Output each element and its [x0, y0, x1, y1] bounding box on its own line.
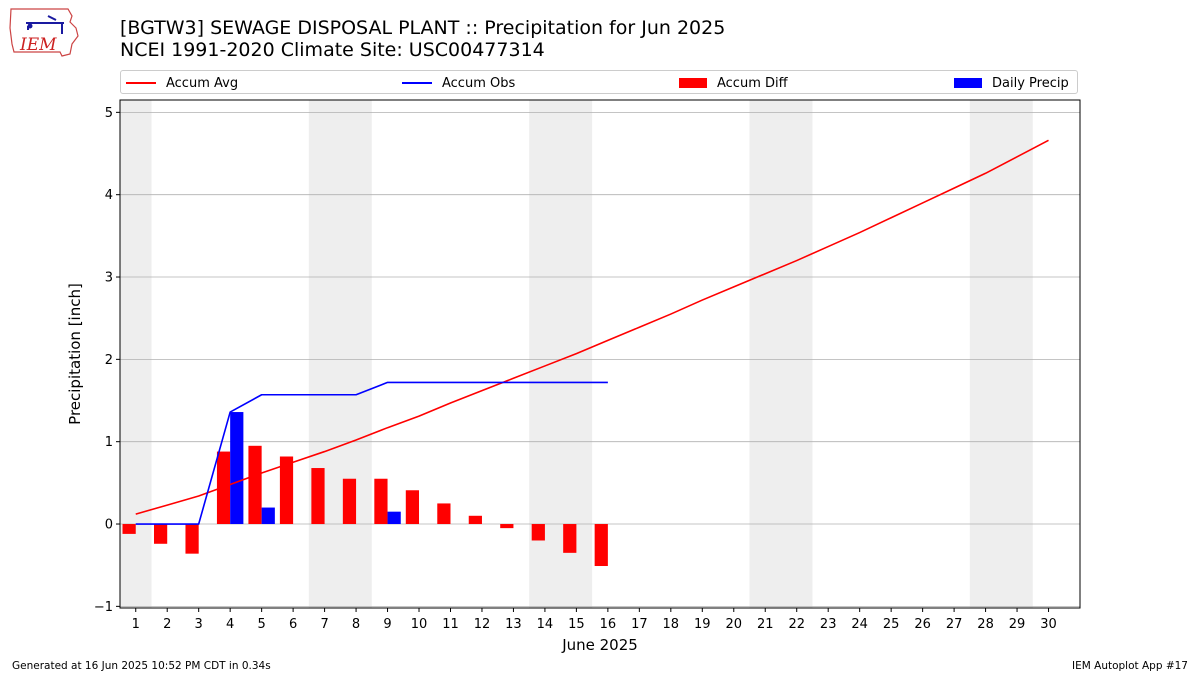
x-tick-label: 27: [946, 617, 963, 632]
x-tick-label: 26: [914, 617, 931, 632]
accum-diff-bar: [563, 524, 577, 553]
x-tick-label: 8: [352, 617, 360, 632]
chart-title: [BGTW3] SEWAGE DISPOSAL PLANT :: Precipi…: [120, 17, 726, 39]
accum-diff-bar: [122, 524, 136, 534]
x-tick-label: 22: [788, 617, 805, 632]
accum-diff-bar: [248, 445, 262, 525]
x-tick-label: 14: [537, 617, 554, 632]
x-tick-label: 17: [631, 617, 648, 632]
x-tick-label: 30: [1040, 617, 1057, 632]
weekend-band: [529, 100, 593, 608]
accum-obs-line: [135, 381, 608, 525]
legend-accum-obs: Accum Obs: [402, 74, 515, 92]
x-tick-label: 11: [442, 617, 459, 632]
legend-daily-precip-label: Daily Precip: [992, 75, 1069, 91]
legend-accum-avg-label: Accum Avg: [166, 75, 239, 91]
accum-diff-bar: [216, 451, 231, 525]
x-tick-label: 13: [505, 617, 522, 632]
x-tick-label: 29: [1009, 617, 1026, 632]
iowa-state-outline: [9, 8, 79, 57]
accum-diff-bar: [185, 524, 199, 554]
legend-accum-avg: Accum Avg: [126, 74, 238, 92]
plot-frame: [119, 99, 1081, 609]
accum-diff-bar: [311, 468, 325, 525]
x-tick-label: 28: [977, 617, 994, 632]
accum-diff-bar: [279, 456, 294, 525]
weekend-band: [749, 100, 813, 608]
x-tick-label: 10: [411, 617, 428, 632]
accum-avg-line: [135, 139, 1049, 515]
y-tick-label: 4: [105, 188, 113, 203]
legend-daily-precip-swatch: [954, 78, 982, 88]
daily-precip-bar: [261, 507, 275, 525]
x-tick-label: 24: [851, 617, 868, 632]
logo-text: IEM: [19, 35, 57, 55]
x-tick-label: 9: [383, 617, 391, 632]
iem-logo: IEM: [9, 8, 79, 57]
chart-legend: Accum Avg Accum Obs Accum Diff Daily Pre…: [120, 70, 1078, 94]
daily-precip-bar: [387, 511, 401, 525]
x-tick-label: 12: [474, 617, 491, 632]
daily-precip-bar: [230, 412, 244, 525]
x-tick-label: 19: [694, 617, 711, 632]
legend-accum-obs-swatch: [402, 82, 432, 84]
legend-accum-obs-label: Accum Obs: [442, 75, 516, 91]
y-tick-label: 2: [105, 353, 113, 368]
legend-accum-avg-swatch: [126, 82, 156, 84]
accum-diff-bar: [153, 524, 168, 544]
legend-daily-precip: Daily Precip: [954, 74, 1069, 92]
y-tick-label: 3: [105, 271, 113, 286]
accum-diff-bar: [531, 524, 545, 541]
accum-diff-bar: [342, 478, 357, 525]
x-tick-label: 7: [320, 617, 328, 632]
x-tick-label: 25: [883, 617, 900, 632]
app-credit: IEM Autoplot App #17: [1072, 660, 1188, 672]
x-tick-label: 18: [663, 617, 680, 632]
x-tick-label: 2: [163, 617, 171, 632]
x-tick-label: 6: [289, 617, 297, 632]
station-dot-icon: [27, 23, 33, 29]
weekend-band: [969, 100, 1033, 608]
y-axis-label: Precipitation [inch]: [66, 283, 84, 425]
x-tick-label: 3: [195, 617, 203, 632]
accum-diff-bar: [405, 490, 420, 525]
chart-subtitle: NCEI 1991-2020 Climate Site: USC00477314: [120, 39, 545, 61]
accum-diff-bar: [500, 524, 514, 529]
x-tick-label: 15: [568, 617, 585, 632]
legend-accum-diff-label: Accum Diff: [717, 75, 788, 91]
legend-accum-diff-swatch: [679, 78, 707, 88]
y-tick-label: 0: [105, 518, 113, 533]
x-tick-label: 21: [757, 617, 774, 632]
x-axis-label: June 2025: [561, 636, 638, 654]
x-tick-label: 20: [725, 617, 742, 632]
x-tick-label: 16: [600, 617, 617, 632]
x-tick-label: 4: [226, 617, 234, 632]
legend-accum-diff: Accum Diff: [679, 74, 788, 92]
x-tick-label: 23: [820, 617, 837, 632]
weekend-band: [308, 100, 372, 608]
generated-timestamp: Generated at 16 Jun 2025 10:52 PM CDT in…: [12, 660, 271, 672]
y-tick-label: −1: [94, 600, 113, 615]
accum-diff-bar: [374, 478, 388, 525]
accum-diff-bar: [468, 515, 482, 525]
accum-diff-bar: [594, 524, 608, 567]
y-tick-label: 5: [105, 106, 113, 121]
y-tick-label: 1: [105, 435, 113, 450]
weather-symbols-icon: [26, 15, 64, 34]
x-tick-label: 1: [132, 617, 140, 632]
x-tick-label: 5: [257, 617, 265, 632]
accum-diff-bar: [437, 503, 451, 525]
